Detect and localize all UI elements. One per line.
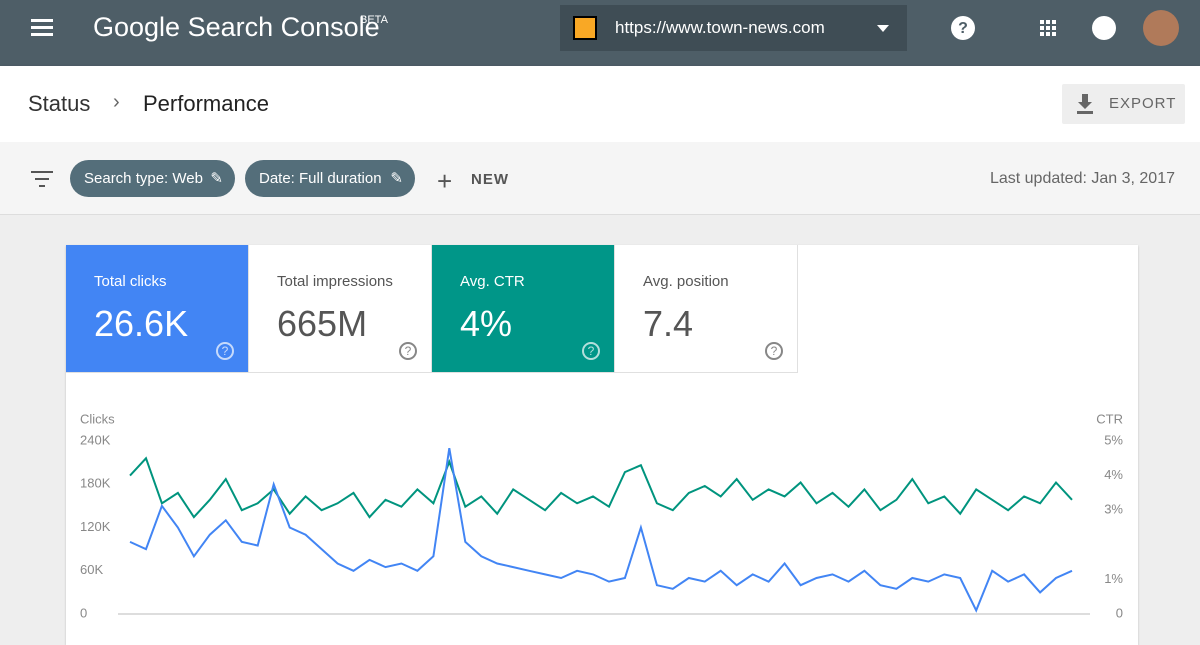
dropdown-arrow[interactable] [877,25,889,32]
notifications-icon[interactable] [1092,16,1116,40]
y2-tick-label: 3% [1104,502,1123,517]
info-icon[interactable]: ? [216,342,234,360]
filter-chip[interactable]: Search type: Web ✎ [70,160,235,197]
metric-tile[interactable]: Total clicks 26.6K? [66,245,249,373]
new-filter[interactable]: NEW [471,171,509,188]
breadcrumb-current: Performance [143,91,269,116]
menu-icon[interactable] [31,19,53,36]
add-icon[interactable]: + [437,166,453,196]
beta-badge: BETA [360,14,388,26]
edit-icon: ✎ [390,170,403,187]
breadcrumb-separator: › [113,91,120,113]
y-tick-label: 240K [80,432,111,447]
metric-value: 4% [460,303,513,344]
info-icon[interactable]: ? [582,342,600,360]
info-icon[interactable]: ? [765,342,783,360]
series-line [129,448,1073,613]
breadcrumb-parent[interactable]: Status [28,91,91,116]
breadcrumb-bar: Status › Performance EXPORT [0,66,1200,142]
metric-label: Total clicks [94,273,167,290]
property-url[interactable]: https://www.town-news.com [615,18,825,37]
top-bar-icons: ? [31,5,1179,51]
chip-label: Search type: Web [84,170,203,187]
metric-tile[interactable]: Total impressions 665M? [249,245,432,373]
filter-icon[interactable] [31,170,55,190]
metric-value: 665M [277,303,368,344]
metric-label: Avg. CTR [460,273,525,290]
property-selector[interactable] [560,5,907,51]
y-tick-label: 0 [80,605,87,620]
metric-value: 7.4 [643,303,694,344]
y-tick-label: 180K [80,476,111,491]
product-name: Google Search Console [93,12,380,42]
property-icon [573,16,597,40]
info-icon[interactable]: ? [399,342,417,360]
metric-label: Avg. position [643,273,729,290]
series-line [129,456,1073,519]
export-button[interactable]: EXPORT [1062,84,1185,124]
edit-icon: ✎ [210,170,223,187]
y2-tick-label: 4% [1104,467,1123,482]
top-bar: ? Google Search Console BETA https://www… [0,0,1200,66]
y-tick-label: 60K [80,562,103,577]
y2-tick-label: 1% [1104,571,1123,586]
y2-tick-label: 0 [1116,605,1123,620]
help-icon[interactable] [951,16,975,40]
last-updated: Last updated: Jan 3, 2017 [989,170,1175,187]
help-glyph: ? [958,20,968,37]
y2-axis-label: CTR [1096,411,1123,426]
metric-tile[interactable]: Avg. CTR 4%? [432,245,615,373]
y-axis-label: Clicks [80,411,115,426]
apps-icon[interactable] [1040,20,1056,36]
y-tick-label: 120K [80,519,111,534]
download-icon [1077,94,1093,114]
metric-tile[interactable]: Avg. position 7.4? [615,245,798,373]
y2-tick-label: 5% [1104,432,1123,447]
export-label: EXPORT [1109,95,1177,112]
avatar[interactable] [1143,10,1179,46]
metric-value: 26.6K [94,303,189,344]
metric-label: Total impressions [277,273,393,290]
filter-chip[interactable]: Date: Full duration ✎ [245,160,415,197]
chip-label: Date: Full duration [259,170,382,187]
